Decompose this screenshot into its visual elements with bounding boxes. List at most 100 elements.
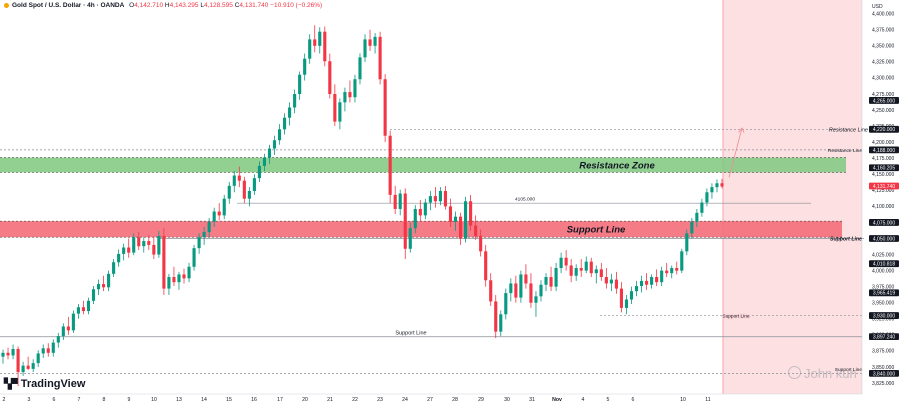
candle-body — [182, 274, 186, 279]
time-tick-label: 17 — [277, 397, 283, 403]
price-tag — [869, 235, 899, 242]
candle-body — [247, 190, 251, 199]
candle-body — [629, 291, 634, 300]
candle-body — [177, 274, 181, 283]
candle-body — [127, 247, 131, 253]
time-tick-label: 15 — [226, 397, 232, 403]
candle-body — [187, 266, 191, 279]
price-tag-label: 4,265.000 — [873, 98, 895, 104]
time-tick-label: 23 — [377, 397, 383, 403]
symbol-title[interactable]: Gold Spot / U.S. Dollar · 4h · OANDA — [12, 2, 125, 9]
watermark-icon — [788, 366, 801, 379]
candle-body — [328, 61, 332, 94]
candle-body — [257, 165, 261, 179]
price-tag — [869, 369, 899, 377]
candle-body — [242, 180, 246, 199]
candle-body — [212, 211, 216, 222]
candle-body — [639, 280, 644, 287]
candle-body — [293, 93, 297, 108]
candle-body — [358, 57, 362, 80]
candle-body — [41, 348, 45, 354]
price-tick-label: 3,925.000 — [872, 317, 894, 323]
candle-body — [489, 280, 493, 302]
candle-body — [56, 336, 60, 343]
reference-line-label: Support Line — [835, 367, 863, 373]
price-tag-label: 3,840.000 — [873, 371, 895, 377]
projection-arrow — [728, 127, 743, 178]
price-tag-label: 4,131.740 — [873, 184, 895, 190]
candle-body — [458, 216, 463, 239]
candle-body — [16, 348, 20, 373]
candle-body — [272, 140, 277, 149]
price-tick-label: 3,950.000 — [872, 301, 894, 307]
candle-body — [464, 201, 468, 239]
candle-body — [695, 212, 699, 222]
time-tick-label: 28 — [452, 397, 458, 403]
candle-body — [680, 251, 684, 271]
candle-body — [469, 201, 473, 226]
reference-line-label: Resistance Line — [829, 127, 868, 133]
price-tag-label: 3,965.419 — [873, 291, 895, 297]
candle-body — [418, 208, 422, 216]
candle-body — [453, 216, 458, 222]
price-tag-label: 4,050.000 — [873, 236, 895, 242]
candle-body — [499, 314, 503, 332]
price-tick-label: 4,400.000 — [872, 12, 894, 18]
candle-body — [403, 193, 407, 249]
candle-body — [423, 202, 427, 216]
candle-body — [589, 261, 593, 274]
candle-body — [574, 268, 578, 276]
candle-body — [147, 241, 151, 245]
tradingview-logo: ▚▀ TradingView — [4, 378, 86, 390]
time-tick-label: 9 — [128, 397, 131, 403]
price-tick-label: 4,350.000 — [872, 44, 894, 50]
candle-body — [192, 248, 196, 267]
candle-body — [267, 148, 272, 158]
candle-body — [298, 74, 302, 94]
candle-body — [66, 326, 70, 331]
candle-body — [690, 221, 694, 234]
time-tick-label: 24 — [402, 397, 408, 403]
candle-body — [534, 296, 538, 303]
time-tick-label: 31 — [529, 397, 535, 403]
candle-body — [363, 39, 367, 58]
candle-body — [645, 280, 649, 285]
price-tag — [869, 312, 899, 319]
candle-body — [554, 268, 558, 287]
candle-body — [142, 241, 146, 247]
price-tag — [869, 146, 899, 154]
time-tick-label: 29 — [478, 397, 484, 403]
candle-body — [604, 277, 608, 284]
candle-body — [207, 221, 211, 233]
candle-body — [152, 244, 156, 255]
price-tag — [869, 333, 899, 341]
resistance-zone-label: Resistance Zone — [579, 160, 655, 171]
candle-body — [237, 175, 241, 181]
time-tick-label: 6 — [632, 397, 635, 403]
price-tag-label: 4,160.205 — [873, 166, 895, 172]
candle-body — [76, 307, 80, 314]
candle-body — [675, 268, 679, 271]
price-tag — [869, 97, 899, 104]
candle-body — [438, 190, 442, 202]
symbol-status-icon — [4, 2, 9, 8]
price-tag — [869, 289, 899, 297]
time-tick-label: 27 — [427, 397, 433, 403]
price-tick-label: 4,125.000 — [872, 188, 894, 194]
candle-body — [313, 39, 317, 46]
time-tick-label: 6 — [53, 397, 56, 403]
candle-body — [6, 352, 10, 356]
candle-body — [132, 237, 136, 253]
candle-body — [222, 198, 226, 216]
forecast-region — [723, 0, 862, 394]
candle-body — [117, 253, 121, 263]
candle-body — [634, 286, 639, 292]
candle-body — [383, 79, 387, 136]
candle-body — [408, 228, 412, 249]
candle-body — [61, 326, 65, 337]
candle-body — [308, 39, 312, 59]
candle-body — [584, 261, 588, 271]
candle-body — [569, 265, 573, 276]
candle-body — [91, 289, 96, 301]
